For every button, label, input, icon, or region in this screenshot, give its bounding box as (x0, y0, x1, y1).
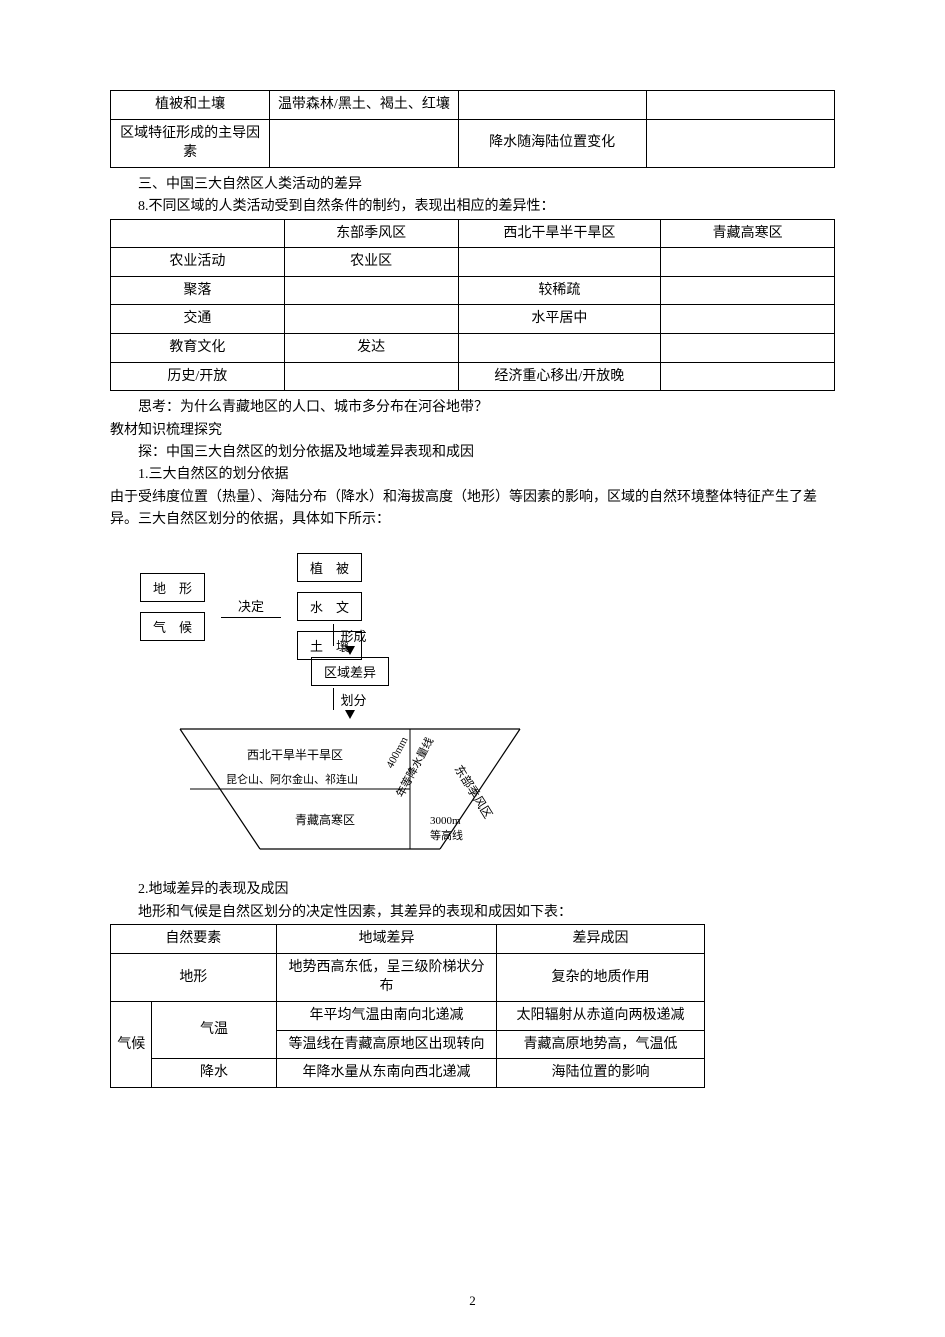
label-xingcheng: 形成 (340, 626, 366, 645)
cell (646, 91, 834, 120)
section3-title: 三、中国三大自然区人类活动的差异 (110, 174, 835, 196)
shuli-title: 教材知识梳理探究 (110, 420, 835, 442)
cell-climate: 气候 (111, 1002, 152, 1088)
cell: 年平均气温由南向北递减 (276, 1002, 497, 1031)
sub1-title: 1.三大自然区的划分依据 (110, 464, 835, 486)
cell: 地形 (111, 953, 277, 1001)
cell: 水平居中 (458, 305, 661, 334)
cell: 农业活动 (111, 248, 285, 277)
table-row: 地形 地势西高东低，呈三级阶梯状分布 复杂的地质作用 (111, 953, 705, 1001)
label-east-region: 东部季风区 (452, 763, 497, 822)
trapezoid-diagram: 西北干旱半干旱区 昆仑山、阿尔金山、祁连山 青藏高寒区 400mm 年等降水量线… (140, 719, 560, 869)
cell: 发达 (284, 333, 458, 362)
header-cell: 东部季风区 (284, 219, 458, 248)
box-shuiwen: 水 文 (297, 592, 362, 621)
header-cell: 青藏高寒区 (661, 219, 835, 248)
cell: 农业区 (284, 248, 458, 277)
cell: 海陆位置的影响 (497, 1059, 704, 1088)
cell: 等温线在青藏高原地区出现转向 (276, 1030, 497, 1059)
cell (458, 91, 646, 120)
table-row: 降水 年降水量从东南向西北递减 海陆位置的影响 (111, 1059, 705, 1088)
label-juedin: 决定 (238, 596, 264, 615)
cell: 温带森林/黑土、褐土、红壤 (270, 91, 458, 120)
label-mountains: 昆仑山、阿尔金山、祁连山 (226, 772, 358, 786)
cell: 聚落 (111, 276, 285, 305)
table-header-row: 自然要素 地域差异 差异成因 (111, 925, 705, 954)
section3-line8: 8.不同区域的人类活动受到自然条件的制约，表现出相应的差异性： (110, 196, 835, 218)
cell: 地势西高东低，呈三级阶梯状分布 (276, 953, 497, 1001)
cell (284, 305, 458, 334)
cell (458, 248, 661, 277)
cell (284, 276, 458, 305)
tan-title: 探：中国三大自然区的划分依据及地域差异表现和成因 (110, 442, 835, 464)
cell (458, 333, 661, 362)
cell: 经济重心移出/开放晚 (458, 362, 661, 391)
sub2-title: 2.地域差异的表现及成因 (110, 879, 835, 901)
table-vegetation-factors: 植被和土壤 温带森林/黑土、褐土、红壤 区域特征形成的主导因素 降水随海陆位置变… (110, 90, 835, 168)
cell: 交通 (111, 305, 285, 334)
cell (661, 276, 835, 305)
table-row: 历史/开放 经济重心移出/开放晚 (111, 362, 835, 391)
cell (270, 119, 458, 167)
sub1-p1: 由于受纬度位置（热量）、海陆分布（降水）和海拔高度（地形）等因素的影响，区域的自… (110, 487, 835, 532)
box-quyuchayi: 区域差异 (311, 657, 389, 686)
division-diagram: 地 形 气 候 决定 植 被 水 文 土 壤 形成 区域差异 划分 (140, 553, 560, 869)
header-cell (111, 219, 285, 248)
page-number: 2 (0, 1293, 945, 1309)
cell: 降水随海陆位置变化 (458, 119, 646, 167)
cell (661, 305, 835, 334)
cell: 年降水量从东南向西北递减 (276, 1059, 497, 1088)
table-row: 植被和土壤 温带森林/黑土、褐土、红壤 (111, 91, 835, 120)
cell: 青藏高原地势高，气温低 (497, 1030, 704, 1059)
sub2-p1: 地形和气候是自然区划分的决定性因素，其差异的表现和成因如下表： (110, 902, 835, 924)
table-header-row: 东部季风区 西北干旱半干旱区 青藏高寒区 (111, 219, 835, 248)
table-row: 区域特征形成的主导因素 降水随海陆位置变化 (111, 119, 835, 167)
cell (284, 362, 458, 391)
label-huafen: 划分 (340, 690, 366, 709)
table-row: 交通 水平居中 (111, 305, 835, 334)
sikao-line: 思考：为什么青藏地区的人口、城市多分布在河谷地带？ (110, 397, 835, 419)
table-row: 气候 气温 年平均气温由南向北递减 太阳辐射从赤道向两极递减 (111, 1002, 705, 1031)
label-3000m: 3000m (430, 815, 461, 827)
cell (661, 333, 835, 362)
box-zhibei: 植 被 (297, 553, 362, 582)
cell (661, 248, 835, 277)
table-difference-causes: 自然要素 地域差异 差异成因 地形 地势西高东低，呈三级阶梯状分布 复杂的地质作… (110, 924, 705, 1088)
table-row: 教育文化 发达 (111, 333, 835, 362)
table-row: 聚落 较稀疏 (111, 276, 835, 305)
arrow-down-icon (345, 710, 355, 719)
cell: 历史/开放 (111, 362, 285, 391)
arrow-down-icon (345, 646, 355, 655)
cell: 太阳辐射从赤道向两极递减 (497, 1002, 704, 1031)
cell: 教育文化 (111, 333, 285, 362)
cell: 区域特征形成的主导因素 (111, 119, 270, 167)
cell-precip: 降水 (152, 1059, 276, 1088)
cell: 复杂的地质作用 (497, 953, 704, 1001)
header-cell: 自然要素 (111, 925, 277, 954)
table-human-activity: 东部季风区 西北干旱半干旱区 青藏高寒区 农业活动 农业区 聚落 较稀疏 交通 … (110, 219, 835, 392)
header-cell: 地域差异 (276, 925, 497, 954)
label-qingzang: 青藏高寒区 (295, 812, 355, 827)
label-nw-region: 西北干旱半干旱区 (247, 748, 343, 762)
cell (661, 362, 835, 391)
label-contour: 等高线 (430, 828, 463, 842)
cell: 植被和土壤 (111, 91, 270, 120)
table-row: 农业活动 农业区 (111, 248, 835, 277)
header-cell: 西北干旱半干旱区 (458, 219, 661, 248)
label-400mm: 400mm (384, 735, 411, 771)
cell-temp: 气温 (152, 1002, 276, 1059)
box-dixing: 地 形 (140, 573, 205, 602)
box-qihou: 气 候 (140, 612, 205, 641)
header-cell: 差异成因 (497, 925, 704, 954)
cell (646, 119, 834, 167)
cell: 较稀疏 (458, 276, 661, 305)
